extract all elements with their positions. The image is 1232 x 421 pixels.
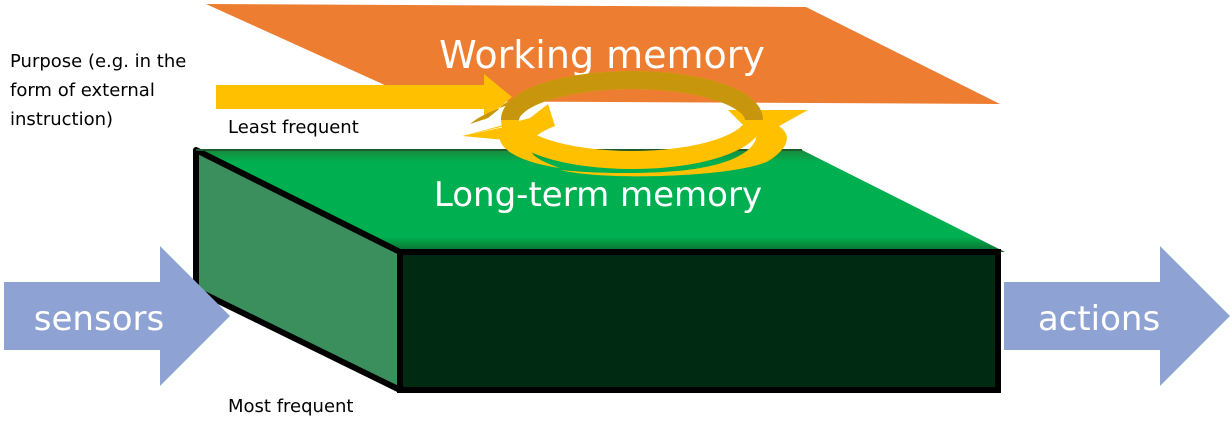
purpose-line-2: form of external (10, 80, 155, 101)
purpose-line-3: instruction) (10, 109, 114, 130)
cycle-ring-shade (501, 71, 763, 121)
actions-label: actions (1038, 299, 1160, 339)
purpose-line-1: Purpose (e.g. in the (10, 51, 187, 72)
working-memory-plane (206, 4, 1000, 104)
cycle-arrowhead-right (728, 110, 808, 130)
actions-arrow (1004, 246, 1230, 386)
least-frequent-label: Least frequent (228, 117, 359, 138)
working-memory-label: Working memory (439, 33, 765, 77)
box-front-face (397, 249, 1001, 393)
long-term-memory-top (196, 150, 1005, 252)
purpose-arrow (216, 74, 512, 120)
purpose-label: Purpose (e.g. in the form of external in… (10, 47, 186, 134)
sensors-label: sensors (34, 299, 164, 339)
cycle-arrowhead-left (462, 122, 528, 142)
most-frequent-label: Most frequent (228, 396, 354, 417)
cycle-arrow-front-right (560, 116, 787, 177)
long-term-memory-label: Long-term memory (434, 175, 762, 215)
sensors-arrow (4, 246, 230, 386)
